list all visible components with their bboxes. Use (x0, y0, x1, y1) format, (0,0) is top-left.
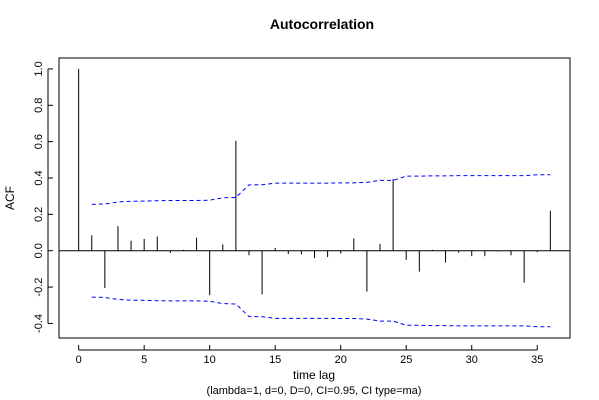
chart-title: Autocorrelation (270, 16, 374, 32)
ci-upper-line (91, 174, 551, 205)
y-tick-label: 0.2 (33, 207, 45, 222)
x-tick-label: 25 (400, 354, 412, 366)
plot-frame (58, 57, 571, 339)
y-tick-label: -0.4 (33, 314, 45, 333)
ci-lower-line (91, 296, 551, 328)
y-tick-label: 1.0 (33, 61, 45, 76)
x-axis-subtitle: (lambda=1, d=0, D=0, CI=0.95, CI type=ma… (207, 385, 422, 397)
y-tick-label: 0.8 (33, 98, 45, 113)
acf-bars (78, 68, 551, 296)
x-tick-label: 35 (531, 354, 543, 366)
axes: 0 5 10 15 20 25 30 35 -0.4 -0.2 0.0 0.2 0.4 0.6 0.8 1.0 (33, 61, 570, 366)
y-tick-label: 0.4 (33, 170, 45, 185)
x-tick-label: 15 (269, 354, 281, 366)
x-tick-label: 10 (204, 354, 216, 366)
x-tick-label: 5 (141, 354, 147, 366)
y-tick-label: -0.2 (33, 278, 45, 297)
confidence-bands (91, 174, 551, 328)
y-axis-label: ACF (3, 186, 17, 210)
y-tick-label: 0.0 (33, 243, 45, 258)
y-tick-label: 0.6 (33, 134, 45, 149)
x-axis-label: time lag (293, 368, 335, 382)
x-tick-label: 0 (76, 354, 82, 366)
x-tick-label: 20 (335, 354, 347, 366)
x-tick-label: 30 (466, 354, 478, 366)
